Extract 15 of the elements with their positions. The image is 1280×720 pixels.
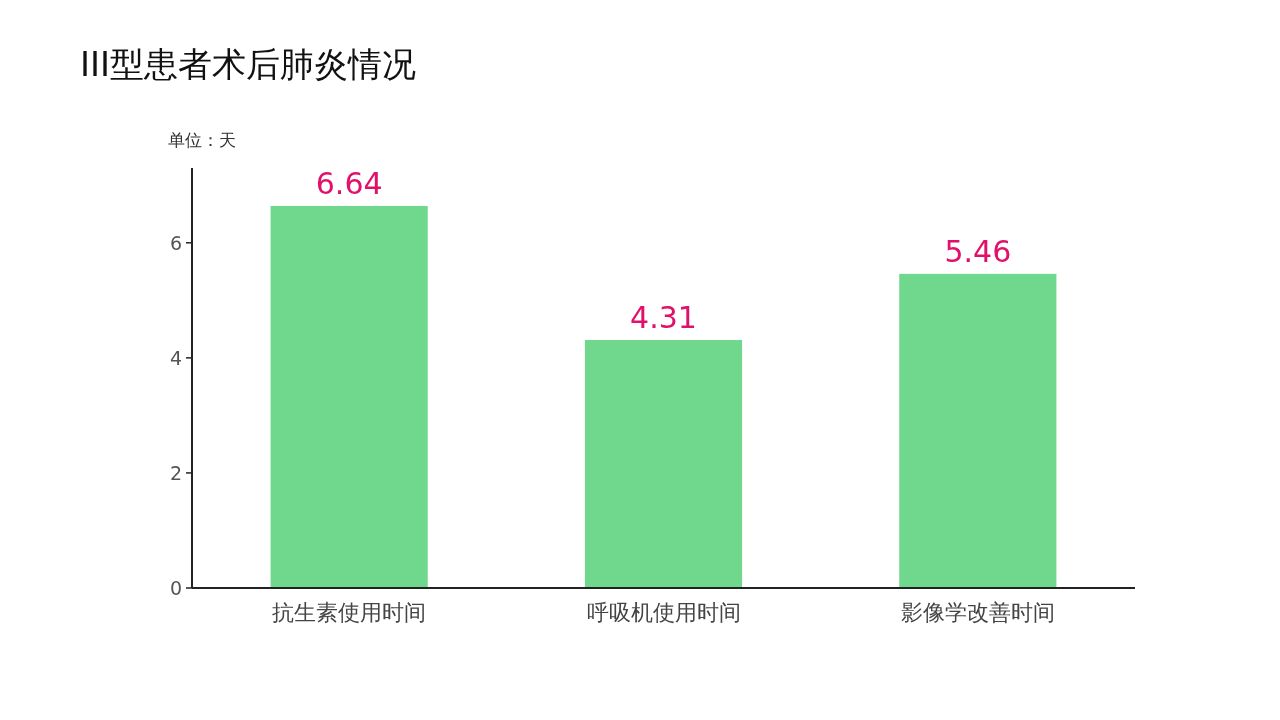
x-tick-label: 呼吸机使用时间 [586, 600, 741, 625]
data-label: 5.46 [944, 233, 1012, 269]
data-label: 6.64 [315, 165, 383, 201]
y-tick-label: 2 [169, 461, 182, 484]
y-tick-label: 6 [169, 231, 182, 254]
bar [899, 273, 1057, 588]
x-tick-label: 影像学改善时间 [900, 600, 1055, 625]
y-tick-label: 0 [169, 577, 182, 599]
y-axis-title: 单位：天 [168, 130, 236, 150]
x-tick-label: 抗生素使用时间 [272, 600, 427, 625]
y-tick-label: 4 [169, 346, 182, 369]
bar [584, 340, 743, 588]
bar [270, 205, 428, 588]
data-label: 4.31 [630, 300, 697, 336]
chart-title: III型患者术后肺炎情况 [80, 44, 417, 84]
